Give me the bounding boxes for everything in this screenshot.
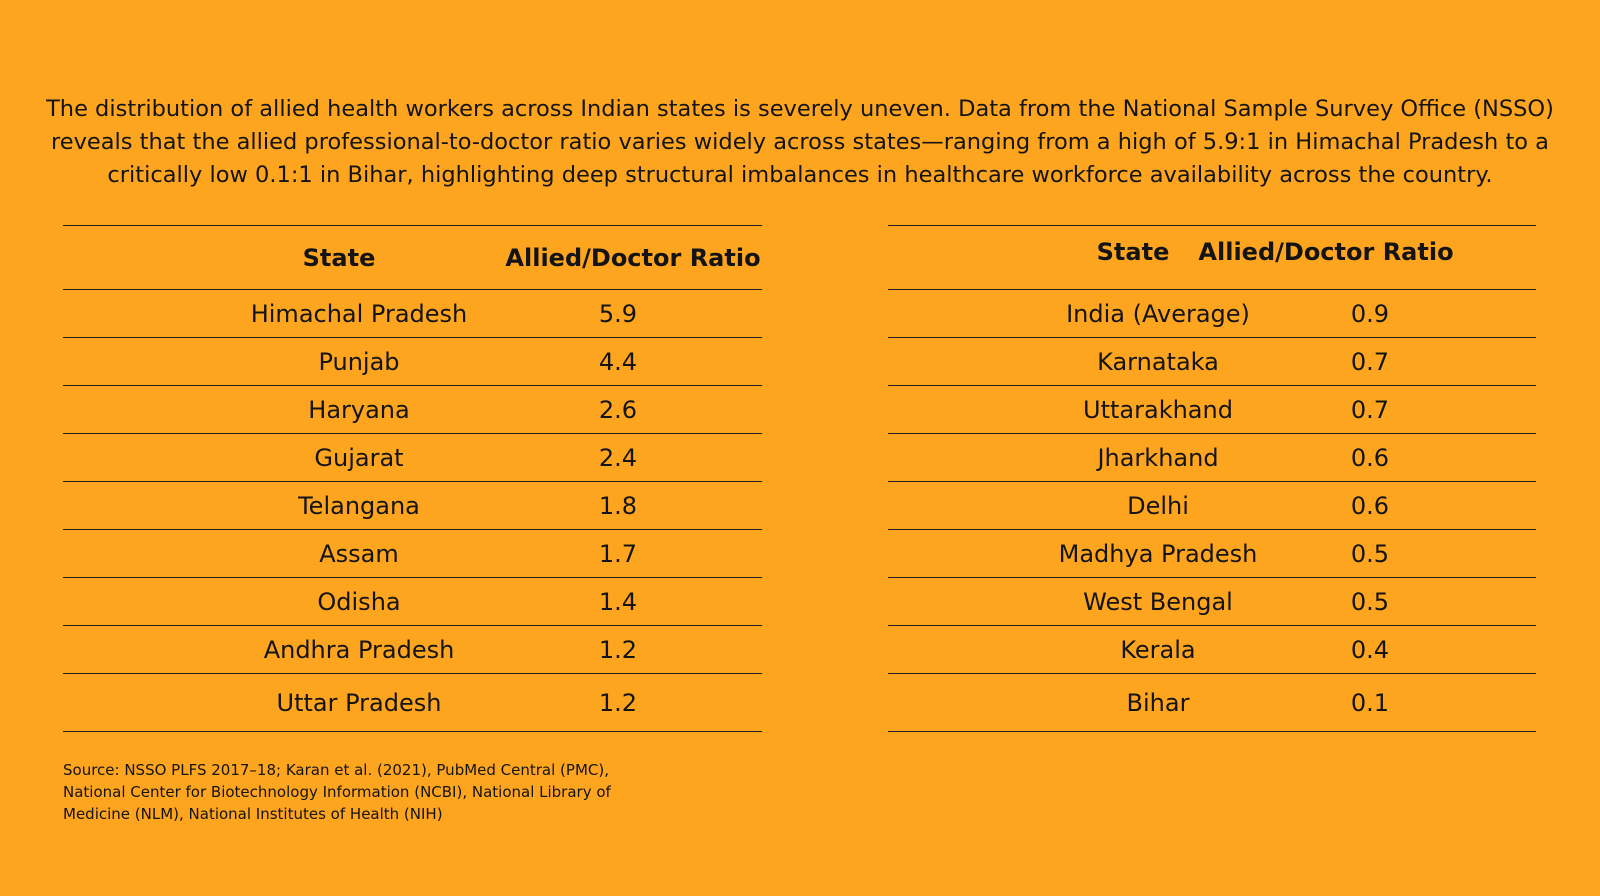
ratio-cell: 5.9 xyxy=(598,299,638,328)
ratio-cell: 2.4 xyxy=(598,443,638,472)
table-row: Odisha 1.4 xyxy=(63,578,762,626)
state-cell: Delhi xyxy=(1127,491,1189,520)
state-cell: Bihar xyxy=(1126,688,1190,717)
source-citation: Source: NSSO PLFS 2017–18; Karan et al. … xyxy=(63,761,611,823)
state-cell: Uttarakhand xyxy=(1083,395,1233,424)
ratio-cell: 0.7 xyxy=(1350,347,1390,376)
table-row: West Bengal 0.5 xyxy=(888,578,1536,626)
column-header-state: State xyxy=(1096,237,1170,266)
table-header-row: State Allied/Doctor Ratio xyxy=(888,226,1536,290)
ratio-cell: 0.5 xyxy=(1350,587,1390,616)
ratio-cell: 1.4 xyxy=(598,587,638,616)
table-row: Jharkhand 0.6 xyxy=(888,434,1536,482)
ratio-cell: 0.4 xyxy=(1350,635,1390,664)
table-row: Madhya Pradesh 0.5 xyxy=(888,530,1536,578)
column-header-ratio: Allied/Doctor Ratio xyxy=(1198,237,1454,266)
state-cell: Jharkhand xyxy=(1097,443,1219,472)
ratio-cell: 2.6 xyxy=(598,395,638,424)
ratio-cell: 1.2 xyxy=(598,635,638,664)
ratio-cell: 0.6 xyxy=(1350,491,1390,520)
table-header-row: State Allied/Doctor Ratio xyxy=(63,226,762,290)
column-header-ratio: Allied/Doctor Ratio xyxy=(505,243,761,272)
ratio-table-left: State Allied/Doctor Ratio Himachal Prade… xyxy=(63,225,762,732)
ratio-table-right: State Allied/Doctor Ratio India (Average… xyxy=(888,225,1536,732)
state-cell: Karnataka xyxy=(1097,347,1219,376)
state-cell: Andhra Pradesh xyxy=(263,635,455,664)
state-cell: Odisha xyxy=(317,587,401,616)
state-cell: Himachal Pradesh xyxy=(250,299,468,328)
ratio-cell: 1.7 xyxy=(598,539,638,568)
state-cell: Assam xyxy=(319,539,399,568)
ratio-cell: 0.9 xyxy=(1350,299,1390,328)
table-row: India (Average) 0.9 xyxy=(888,290,1536,338)
table-row: Haryana 2.6 xyxy=(63,386,762,434)
state-cell: Telangana xyxy=(298,491,420,520)
state-cell: Uttar Pradesh xyxy=(276,688,442,717)
column-header-state: State xyxy=(302,243,376,272)
table-row: Gujarat 2.4 xyxy=(63,434,762,482)
table-row: Uttarakhand 0.7 xyxy=(888,386,1536,434)
state-cell: Gujarat xyxy=(314,443,404,472)
ratio-cell: 4.4 xyxy=(598,347,638,376)
table-row: Uttar Pradesh 1.2 xyxy=(63,674,762,732)
table-row: Himachal Pradesh 5.9 xyxy=(63,290,762,338)
state-cell: Punjab xyxy=(318,347,400,376)
ratio-cell: 0.1 xyxy=(1350,688,1390,717)
table-row: Punjab 4.4 xyxy=(63,338,762,386)
state-cell: Madhya Pradesh xyxy=(1058,539,1258,568)
ratio-cell: 1.8 xyxy=(598,491,638,520)
table-row: Andhra Pradesh 1.2 xyxy=(63,626,762,674)
state-cell: West Bengal xyxy=(1083,587,1233,616)
table-row: Delhi 0.6 xyxy=(888,482,1536,530)
table-row: Telangana 1.8 xyxy=(63,482,762,530)
table-row: Karnataka 0.7 xyxy=(888,338,1536,386)
ratio-cell: 1.2 xyxy=(598,688,638,717)
state-cell: Kerala xyxy=(1120,635,1196,664)
ratio-cell: 0.6 xyxy=(1350,443,1390,472)
table-row: Assam 1.7 xyxy=(63,530,762,578)
ratio-cell: 0.7 xyxy=(1350,395,1390,424)
intro-paragraph: The distribution of allied health worker… xyxy=(46,96,1554,188)
table-row: Kerala 0.4 xyxy=(888,626,1536,674)
state-cell: Haryana xyxy=(308,395,410,424)
state-cell: India (Average) xyxy=(1066,299,1250,328)
ratio-cell: 0.5 xyxy=(1350,539,1390,568)
table-row: Bihar 0.1 xyxy=(888,674,1536,732)
